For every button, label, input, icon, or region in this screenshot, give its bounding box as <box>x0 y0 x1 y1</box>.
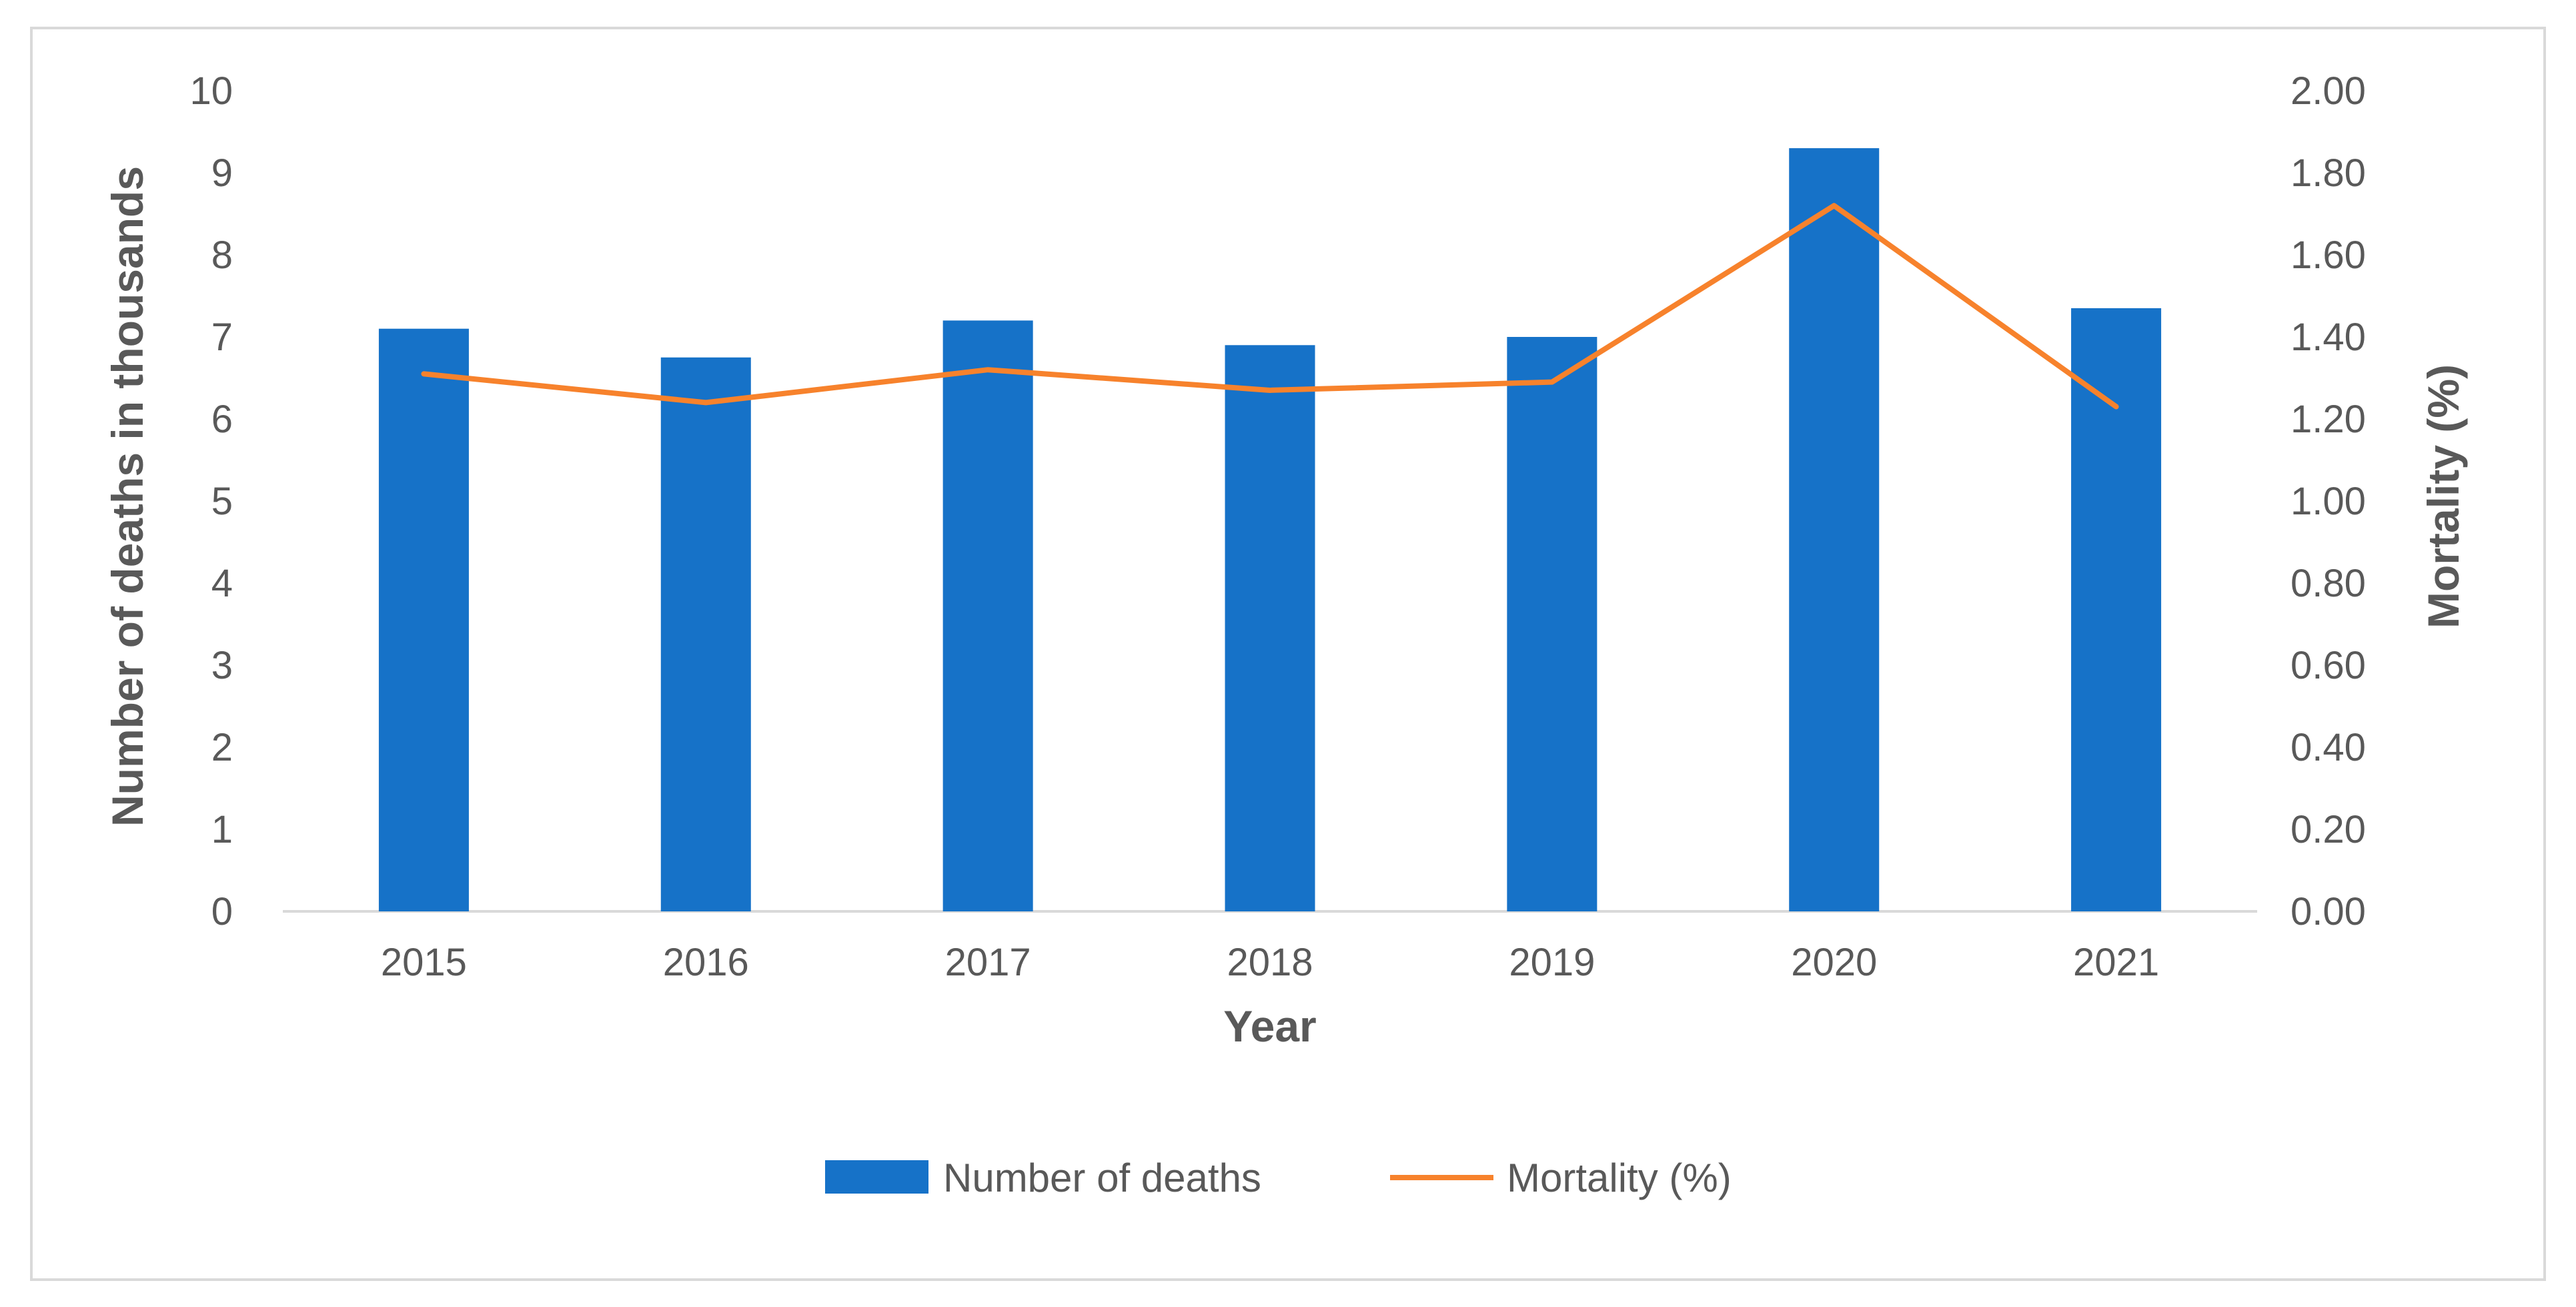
y-axis-left-title: Number of deaths in thousands <box>103 166 152 827</box>
mortality-line <box>421 203 2119 410</box>
y-axis-right-ticks: 0.00 0.20 0.40 0.60 0.80 1.00 1.20 1.40 1.60 1.80… <box>2291 69 2366 933</box>
legend-label-number-of-deaths: Number of deaths <box>943 1156 1261 1200</box>
bar-2021 <box>2071 308 2162 911</box>
x-tick: 2018 <box>1227 941 1313 984</box>
y-left-tick: 0 <box>211 890 233 933</box>
y-left-tick: 4 <box>211 562 233 605</box>
y-left-tick: 9 <box>211 151 233 195</box>
y-left-tick: 7 <box>211 316 233 359</box>
y-right-tick: 1.80 <box>2291 151 2366 195</box>
bar-2020 <box>1789 148 1880 912</box>
x-tick: 2021 <box>2073 941 2159 984</box>
y-right-tick: 1.40 <box>2291 316 2366 359</box>
y-left-tick: 6 <box>211 398 233 441</box>
chart-frame: 0 1 2 3 4 5 6 7 8 9 10 0.00 0.20 0.40 0.60 0.80 1.00 1.2… <box>30 27 2546 1281</box>
bar-series-number-of-deaths <box>378 148 2162 912</box>
legend-swatch-number-of-deaths <box>825 1160 928 1194</box>
combo-chart: 0 1 2 3 4 5 6 7 8 9 10 0.00 0.20 0.40 0.60 0.80 1.00 1.2… <box>103 69 2468 1200</box>
y-right-tick: 0.00 <box>2291 890 2366 933</box>
y-left-tick: 5 <box>211 480 233 523</box>
y-left-tick: 3 <box>211 644 233 687</box>
y-right-tick: 1.60 <box>2291 234 2366 277</box>
y-right-tick: 0.40 <box>2291 726 2366 769</box>
y-left-tick: 1 <box>211 808 233 851</box>
y-right-tick: 0.60 <box>2291 644 2366 687</box>
y-right-tick: 0.20 <box>2291 808 2366 851</box>
x-tick: 2017 <box>945 941 1031 984</box>
x-tick: 2015 <box>381 941 467 984</box>
y-left-tick: 2 <box>211 726 233 769</box>
legend: Number of deaths Mortality (%) <box>825 1156 1732 1200</box>
bar-2019 <box>1507 337 1597 911</box>
bar-2018 <box>1225 345 1315 911</box>
y-right-tick: 2.00 <box>2291 69 2366 113</box>
y-left-tick: 8 <box>211 234 233 277</box>
x-axis-title: Year <box>1223 1001 1316 1051</box>
x-tick: 2020 <box>1791 941 1877 984</box>
y-left-tick: 10 <box>189 69 233 113</box>
y-right-tick: 1.20 <box>2291 398 2366 441</box>
bar-2015 <box>378 328 469 911</box>
line-series-mortality <box>421 203 2119 410</box>
legend-label-mortality: Mortality (%) <box>1507 1156 1732 1200</box>
bar-2017 <box>942 320 1033 911</box>
x-axis-ticks: 2015 2016 2017 2018 2019 2020 2021 <box>381 941 2159 984</box>
y-axis-left-ticks: 0 1 2 3 4 5 6 7 8 9 10 <box>189 69 233 933</box>
x-tick: 2019 <box>1509 941 1595 984</box>
y-axis-right-title: Mortality (%) <box>2419 364 2468 628</box>
bar-2016 <box>660 357 751 911</box>
y-right-tick: 1.00 <box>2291 480 2366 523</box>
y-right-tick: 0.80 <box>2291 562 2366 605</box>
x-tick: 2016 <box>663 941 749 984</box>
